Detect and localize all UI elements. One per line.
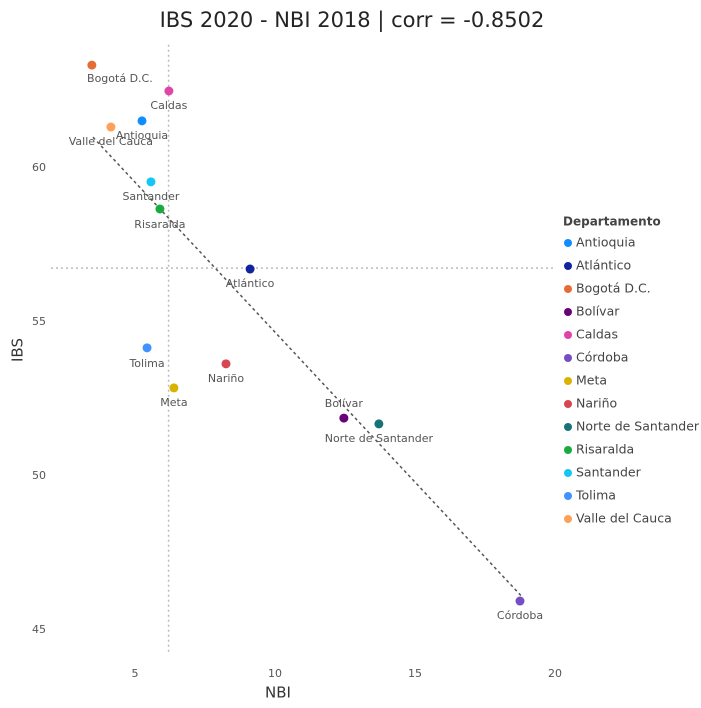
y-tick-label: 45 bbox=[32, 623, 46, 636]
legend-marker[interactable] bbox=[564, 469, 572, 477]
point-label: Tolima bbox=[128, 357, 164, 370]
x-tick-label: 20 bbox=[548, 667, 562, 680]
legend-marker[interactable] bbox=[564, 492, 572, 500]
legend-item[interactable]: Antioquia bbox=[576, 235, 636, 250]
x-tick-label: 15 bbox=[408, 667, 422, 680]
point[interactable] bbox=[137, 116, 147, 126]
legend-marker[interactable] bbox=[564, 515, 572, 523]
point-label: Norte de Santander bbox=[325, 432, 434, 445]
legend-item[interactable]: Tolima bbox=[575, 488, 616, 503]
legend-item[interactable]: Córdoba bbox=[576, 350, 628, 365]
point[interactable] bbox=[245, 264, 255, 274]
x-axis-title: NBI bbox=[265, 684, 291, 702]
point-label: Nariño bbox=[208, 372, 245, 385]
chart-title: IBS 2020 - NBI 2018 | corr = -0.8502 bbox=[160, 8, 545, 33]
point[interactable] bbox=[155, 204, 165, 214]
point[interactable] bbox=[146, 177, 156, 187]
legend-item[interactable]: Meta bbox=[576, 373, 607, 388]
x-tick-label: 10 bbox=[268, 667, 282, 680]
x-tick-label: 5 bbox=[132, 667, 139, 680]
point[interactable] bbox=[221, 359, 231, 369]
legend-item[interactable]: Bogotá D.C. bbox=[576, 281, 651, 296]
y-tick-label: 55 bbox=[32, 315, 46, 328]
y-axis-title: IBS bbox=[9, 338, 27, 362]
legend-item[interactable]: Norte de Santander bbox=[576, 419, 700, 434]
legend-marker[interactable] bbox=[564, 262, 572, 270]
legend-marker[interactable] bbox=[564, 285, 572, 293]
point[interactable] bbox=[87, 60, 97, 70]
point-label: Risaralda bbox=[134, 218, 185, 231]
point-label: Atlántico bbox=[226, 277, 275, 290]
legend-marker[interactable] bbox=[564, 331, 572, 339]
point[interactable] bbox=[106, 122, 116, 132]
legend-item[interactable]: Bolívar bbox=[576, 304, 620, 319]
point[interactable] bbox=[374, 419, 384, 429]
legend-item[interactable]: Atlántico bbox=[576, 258, 631, 273]
legend-item[interactable]: Valle del Cauca bbox=[576, 511, 672, 526]
point-label: Bogotá D.C. bbox=[87, 72, 153, 85]
legend-item[interactable]: Santander bbox=[576, 465, 642, 480]
point-label: Caldas bbox=[150, 99, 187, 112]
point[interactable] bbox=[515, 596, 525, 606]
point-label: Meta bbox=[160, 396, 187, 409]
legend-item[interactable]: Caldas bbox=[576, 327, 618, 342]
legend-marker[interactable] bbox=[564, 377, 572, 385]
point[interactable] bbox=[164, 86, 174, 96]
legend-marker[interactable] bbox=[564, 400, 572, 408]
point-label: Valle del Cauca bbox=[69, 135, 153, 148]
legend-marker[interactable] bbox=[564, 308, 572, 316]
legend-marker[interactable] bbox=[564, 423, 572, 431]
point-label: Antioquia bbox=[116, 129, 168, 142]
legend-item[interactable]: Risaralda bbox=[576, 442, 634, 457]
legend-item[interactable]: Nariño bbox=[576, 396, 617, 411]
point[interactable] bbox=[169, 383, 179, 393]
legend-title: Departamento bbox=[563, 215, 661, 229]
legend-marker[interactable] bbox=[564, 354, 572, 362]
point-label: Córdoba bbox=[497, 609, 543, 622]
y-tick-label: 50 bbox=[32, 469, 46, 482]
point[interactable] bbox=[339, 413, 349, 423]
point-label: Bolívar bbox=[325, 397, 364, 410]
legend-marker[interactable] bbox=[564, 239, 572, 247]
trendline bbox=[92, 136, 522, 597]
y-tick-label: 60 bbox=[32, 161, 46, 174]
legend-marker[interactable] bbox=[564, 446, 572, 454]
point-label: Santander bbox=[122, 190, 179, 203]
point[interactable] bbox=[142, 343, 152, 353]
